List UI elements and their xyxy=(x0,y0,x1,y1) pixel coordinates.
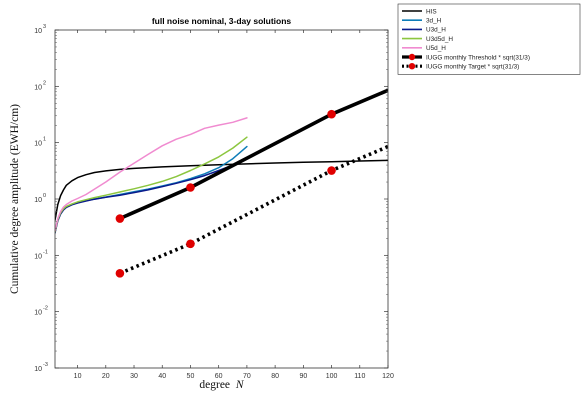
x-tick-label: 50 xyxy=(187,373,195,380)
series-5-line xyxy=(118,88,388,221)
y-tick-label: 10 xyxy=(34,84,42,91)
series-2-line xyxy=(55,157,248,234)
y-axis-label: Cumulative degree amplitude (EWH/cm) xyxy=(9,104,21,294)
series-0-line xyxy=(55,159,388,221)
x-tick-label: 90 xyxy=(299,373,307,380)
x-tick-label: 10 xyxy=(74,373,82,380)
y-tick-label: 10 xyxy=(34,28,42,35)
x-axis-label-variable: N xyxy=(235,379,245,391)
legend: HIS 3d_H U3d_H U3d5d_H U5d_H IUGG monthly Thr… xyxy=(397,3,581,75)
plot-area xyxy=(55,30,388,368)
x-axis-label-text: degree xyxy=(199,379,230,391)
chart-title: full noise nominal, 3-day solutions xyxy=(152,16,292,26)
series-5-marker xyxy=(186,183,195,192)
legend-label: HIS xyxy=(426,8,437,15)
legend-label: U3d5d_H xyxy=(426,36,453,43)
x-tick-label: 30 xyxy=(130,373,138,380)
series-5-marker xyxy=(327,109,336,119)
series-6-marker xyxy=(327,166,336,175)
series-6-marker xyxy=(186,239,195,249)
y-tick-exponent: -2 xyxy=(43,306,48,312)
legend-label: 3d_H xyxy=(426,18,442,25)
x-axis-label: degree N xyxy=(199,379,245,391)
series-4-line xyxy=(55,117,248,232)
legend-label: IUGG monthly Target * sqrt(31/3) xyxy=(426,64,519,71)
legend-label: U3d_H xyxy=(426,27,446,34)
x-tick-label: 40 xyxy=(158,373,166,380)
x-tick-label: 80 xyxy=(271,373,279,380)
y-tick-exponent: 0 xyxy=(43,193,46,199)
y-tick-label: 10 xyxy=(34,366,42,373)
y-tick-label: 10 xyxy=(34,197,42,204)
legend-marker xyxy=(408,53,416,61)
series-6-marker xyxy=(115,268,125,278)
y-tick-label: 10 xyxy=(34,141,42,148)
series-6-line xyxy=(119,144,388,275)
x-tick-label: 110 xyxy=(354,373,365,380)
y-tick-exponent: 3 xyxy=(43,24,46,30)
x-tick-label: 100 xyxy=(326,373,338,380)
legend-marker xyxy=(408,62,416,70)
y-tick-exponent: 2 xyxy=(43,80,46,86)
y-tick-label: 10 xyxy=(34,253,42,260)
y-tick-label: 10 xyxy=(34,310,42,317)
legend-label: IUGG monthly Threshold * sqrt(31/3) xyxy=(426,54,530,61)
legend-box xyxy=(397,3,581,75)
series-5-marker xyxy=(115,214,125,223)
y-tick-exponent: -1 xyxy=(43,249,48,255)
legend-label: U5d_H xyxy=(426,45,446,52)
x-tick-label: 60 xyxy=(215,373,223,380)
y-tick-exponent: -3 xyxy=(43,362,48,368)
y-tick-exponent: 1 xyxy=(43,137,46,143)
x-tick-label: 70 xyxy=(243,373,251,380)
x-tick-label: 120 xyxy=(382,373,394,380)
x-tick-label: 20 xyxy=(102,373,110,380)
series-3-line xyxy=(55,136,248,233)
